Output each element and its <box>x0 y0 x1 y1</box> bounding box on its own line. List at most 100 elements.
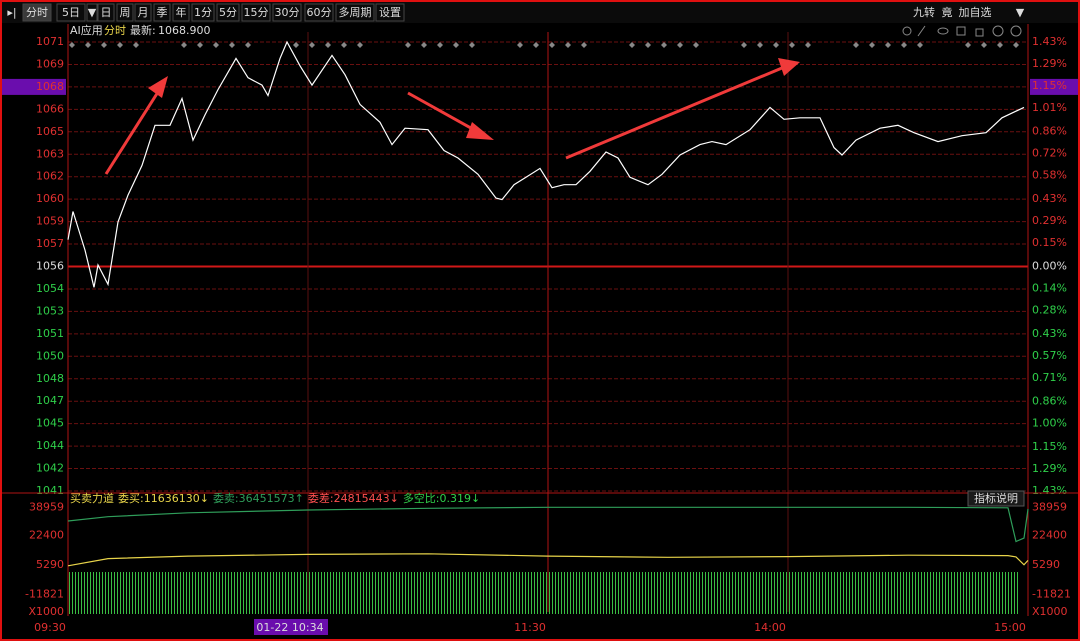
latest-label: 最新: <box>130 23 156 37</box>
toolbar-label[interactable]: 加自选 <box>959 6 992 19</box>
sub-y-tick: 5290 <box>36 558 64 571</box>
y-tick-label: 1057 <box>36 237 64 250</box>
signal-marker <box>293 42 299 48</box>
toolbar-button[interactable] <box>134 3 152 22</box>
toolbar-label[interactable]: ▼ <box>1016 6 1025 19</box>
y2-tick-label: 0.86% <box>1032 124 1067 137</box>
toolbar-button[interactable] <box>216 3 240 22</box>
signal-marker <box>789 42 795 48</box>
toolbar-button[interactable] <box>56 3 86 22</box>
y2-tick-label: 0.71% <box>1032 371 1067 384</box>
signal-marker <box>661 42 667 48</box>
toolbar-label[interactable]: 多周期 <box>339 5 372 19</box>
toolbar-label[interactable]: 周 <box>120 6 131 19</box>
y2-tick-label: 0.43% <box>1032 327 1067 340</box>
signal-marker <box>69 42 75 48</box>
toolbar-button[interactable] <box>153 3 171 22</box>
y-tick-label: 1068 <box>36 80 64 93</box>
toolbar-label[interactable]: 30分 <box>275 6 300 19</box>
sub-y2-tick: 5290 <box>1032 558 1060 571</box>
mode: 分时 <box>104 24 126 37</box>
toolbar-button[interactable] <box>241 3 271 22</box>
legend-item: 36451573↑ <box>239 492 304 505</box>
legend-item: 委卖: <box>213 492 239 505</box>
y-tick-label: 1069 <box>36 57 64 70</box>
y-tick-label: 1056 <box>36 260 64 273</box>
toolbar-icon[interactable]: ▸| <box>7 6 16 19</box>
toolbar-button[interactable] <box>191 3 215 22</box>
legend-item: 11636130↓ <box>144 492 209 505</box>
legend-item: 委买: <box>118 492 144 505</box>
toolbar-label[interactable]: ▼ <box>88 6 97 19</box>
signal-marker <box>325 42 331 48</box>
sub-y2-tick: -11821 <box>1032 587 1071 600</box>
toolbar-label[interactable]: 季 <box>157 6 168 19</box>
x-tick-label: 11:30 <box>514 621 546 634</box>
y-tick-label: 1060 <box>36 192 64 205</box>
toolbar-label[interactable]: 5分 <box>219 6 237 19</box>
signal-marker <box>533 42 539 48</box>
y-tick-label: 1051 <box>36 327 64 340</box>
legend-item: 24815443↓ <box>334 492 399 505</box>
y-tick-label: 1066 <box>36 102 64 115</box>
toolbar-label[interactable]: 日 <box>101 6 112 19</box>
signal-marker <box>405 42 411 48</box>
toolbar-button[interactable] <box>22 3 52 22</box>
y-tick-label: 1041 <box>36 484 64 497</box>
signal-marker <box>965 42 971 48</box>
toolbar-button[interactable] <box>172 3 190 22</box>
toolbar-button[interactable] <box>304 3 334 22</box>
unit-label: X1000 <box>28 605 64 618</box>
series-line <box>67 40 1025 288</box>
y2-tick-label: 0.43% <box>1032 192 1067 205</box>
y2-tick-label: 0.72% <box>1032 146 1067 159</box>
toolbar-label[interactable]: 60分 <box>307 6 332 19</box>
y-tick-label: 1042 <box>36 462 64 475</box>
crosshair-time <box>254 619 328 635</box>
toolbar-label[interactable]: 设置 <box>379 6 401 19</box>
annotation-arrows <box>104 58 800 175</box>
toolbar-label[interactable]: 分时 <box>26 6 48 19</box>
unit-label: X1000 <box>1032 605 1068 618</box>
toolbar-button[interactable] <box>86 3 98 22</box>
y-tick-label: 1054 <box>36 282 64 295</box>
toolbar-label[interactable]: 月 <box>138 6 149 19</box>
signal-marker <box>565 42 571 48</box>
toolbar-label[interactable]: 5日 <box>62 6 80 19</box>
indicator-button[interactable] <box>967 490 1025 507</box>
sub-y-tick: 22400 <box>29 529 64 542</box>
toolbar-label[interactable]: 竟 <box>942 6 953 19</box>
signal-marker <box>997 42 1003 48</box>
y2-tick-label: 0.58% <box>1032 168 1067 181</box>
y2-tick-label: 0.00% <box>1032 260 1067 273</box>
toolbar-button[interactable] <box>375 3 405 22</box>
signal-marker <box>869 42 875 48</box>
y-tick-label: 1050 <box>36 349 64 362</box>
toolbar-label[interactable]: 15分 <box>244 6 269 19</box>
y-tick-label: 1071 <box>36 35 64 48</box>
toolbar-button[interactable] <box>272 3 302 22</box>
signal-marker <box>213 42 219 48</box>
toolbar-button[interactable] <box>116 3 134 22</box>
toolbar-button[interactable] <box>97 3 115 22</box>
signal-marker <box>517 42 523 48</box>
signal-marker <box>549 42 555 48</box>
y-tick-label: 1063 <box>36 147 64 160</box>
toolbar-label[interactable]: 1分 <box>194 6 212 19</box>
y-tick-label: 1065 <box>36 125 64 138</box>
signal-marker <box>341 42 347 48</box>
series-line <box>67 553 1029 567</box>
y2-tick-label: 0.57% <box>1032 349 1067 362</box>
toolbar-label[interactable]: 九转 <box>913 5 935 19</box>
tool-icons[interactable] <box>902 25 1022 37</box>
signal-marker <box>693 42 699 48</box>
toolbar-button[interactable] <box>335 3 375 22</box>
signal-marker <box>229 42 235 48</box>
indicator-button-label[interactable]: 指标说明 <box>974 491 1018 505</box>
y2-tick-label: 1.01% <box>1032 101 1067 114</box>
toolbar-label[interactable]: 年 <box>176 5 187 19</box>
stock-name: AI应用 <box>70 23 103 37</box>
signal-marker <box>117 42 123 48</box>
signal-marker <box>181 42 187 48</box>
